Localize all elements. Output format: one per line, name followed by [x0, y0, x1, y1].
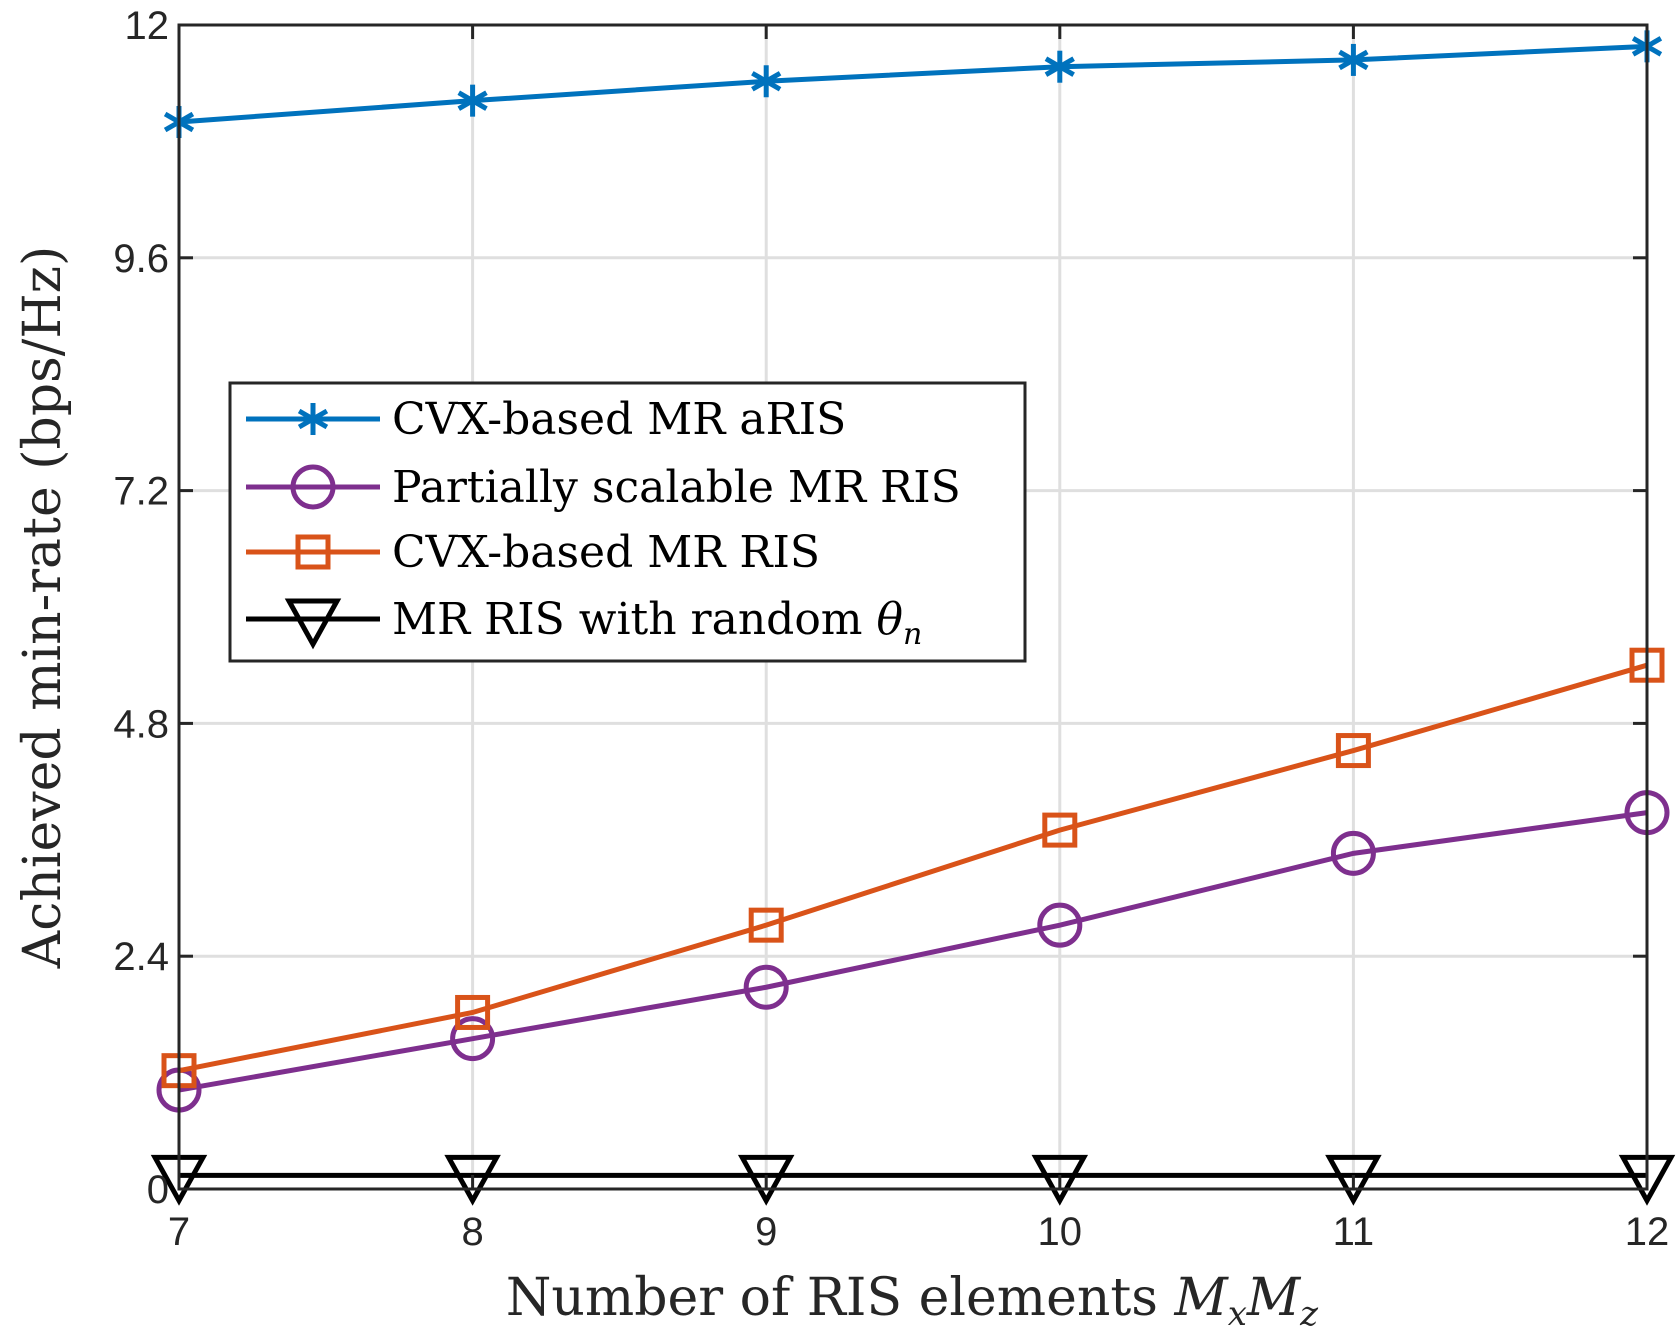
triangle-down-marker: [1325, 1154, 1382, 1206]
triangle-down-marker: [284, 598, 342, 650]
circle-marker: [290, 464, 336, 510]
y-tick-label: 9.6: [113, 237, 169, 281]
circle-marker: [1330, 830, 1376, 876]
plot-area-frame: [177, 23, 1649, 1191]
x-axis-label: Number of RIS elements MxMz: [506, 1268, 1319, 1334]
legend-label: Partially scalable MR RIS: [392, 462, 961, 513]
circle-marker: [743, 964, 789, 1010]
y-tick-label: 0: [147, 1168, 169, 1212]
series-triangle-down: [150, 1154, 1676, 1206]
series-line: [178, 43, 1648, 125]
x-tick-label: 11: [1333, 1210, 1375, 1254]
square-marker: [455, 994, 491, 1030]
asterisk-marker: [1044, 50, 1075, 83]
legend-item: CVX-based MR aRIS: [246, 394, 846, 445]
square-marker: [1335, 733, 1371, 769]
legend-label: MR RIS with random θn: [392, 594, 922, 652]
triangle-down-marker: [1031, 1154, 1089, 1206]
y-tick-label: 7.2: [113, 470, 169, 514]
square-marker: [748, 907, 784, 943]
series-circle: [156, 790, 1670, 1113]
square-marker: [295, 534, 331, 570]
asterisk-marker: [297, 403, 329, 435]
series-square: [161, 647, 1665, 1089]
legend-item: CVX-based MR RIS: [246, 527, 820, 578]
x-tick-label: 9: [755, 1210, 777, 1254]
circle-marker: [1037, 902, 1083, 948]
x-tick-label: 10: [1038, 1210, 1083, 1254]
circle-marker: [450, 1016, 496, 1062]
legend-box: [228, 381, 1027, 663]
axis-ticks: 7 8 9 10 11 12 0 2.4 4.8 7.2 9.6 12: [113, 4, 1669, 1254]
x-tick-label: 7: [168, 1210, 190, 1254]
y-axis-label: Achieved min-rate (bps/Hz): [13, 246, 73, 970]
asterisk-marker: [1338, 43, 1369, 76]
legend: CVX-based MR aRIS Partially scalable MR R…: [228, 381, 1027, 663]
x-tick-label: 8: [461, 1210, 483, 1254]
asterisk-marker: [751, 65, 782, 98]
x-tick-label: 12: [1625, 1210, 1670, 1254]
legend-label: CVX-based MR RIS: [392, 527, 820, 578]
legend-label: CVX-based MR aRIS: [392, 394, 846, 445]
series-line: [178, 662, 1648, 1074]
series-line: [178, 810, 1648, 1093]
y-tick-label: 2.4: [113, 935, 169, 979]
series-layer: [150, 30, 1676, 1206]
y-tick-label: 4.8: [113, 702, 169, 746]
triangle-down-marker: [444, 1154, 501, 1206]
asterisk-marker: [457, 84, 488, 117]
square-marker: [1042, 812, 1078, 848]
legend-item: Partially scalable MR RIS: [246, 462, 961, 513]
legend-item: MR RIS with random θn: [246, 594, 922, 652]
series-asterisk: [163, 30, 1663, 138]
y-tick-label: 12: [125, 4, 170, 48]
triangle-down-marker: [737, 1154, 795, 1206]
